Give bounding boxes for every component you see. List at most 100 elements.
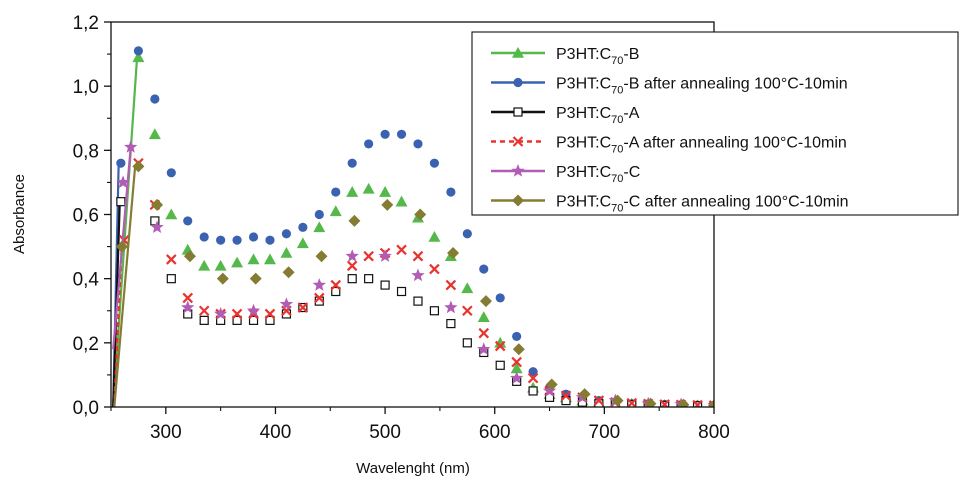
series-1-point <box>214 259 227 271</box>
series-5-point <box>181 300 195 314</box>
series-4-point <box>527 372 539 384</box>
x-axis-title: Wavelenght (nm) <box>356 460 470 477</box>
legend-label: P3HT:C70-A after annealing 100°C-10min <box>556 135 847 156</box>
legend-item-4: P3HT:C70-A after annealing 100°C-10min <box>491 135 847 156</box>
series-6-point <box>381 198 394 211</box>
series-2-point <box>265 235 275 245</box>
x-tick-label: 400 <box>260 422 292 443</box>
series-4-point <box>626 397 638 407</box>
series-1-point <box>296 237 309 249</box>
series-4-point <box>429 263 440 275</box>
series-1-point <box>280 247 293 258</box>
series-6-point <box>132 160 145 173</box>
series-1-point <box>165 208 178 220</box>
series-2-point <box>413 139 423 149</box>
series-6-point <box>708 399 714 407</box>
series-1-point <box>510 362 523 374</box>
series-1-point <box>132 51 145 63</box>
series-1-point <box>494 336 507 348</box>
series-6-point <box>611 394 624 407</box>
series-3-point <box>495 360 505 370</box>
series-4-point <box>198 305 210 317</box>
legend-item-5: P3HT:C70-C <box>491 164 640 185</box>
series-5-point <box>444 300 458 314</box>
series-5-point <box>279 297 294 310</box>
series-2-point <box>116 158 126 168</box>
series-5-point <box>116 175 130 189</box>
series-2-point <box>133 46 144 56</box>
y-tick-label: 1,2 <box>73 13 99 34</box>
series-5-point <box>213 306 228 320</box>
series-1-point <box>148 128 161 140</box>
series-4-point <box>412 250 424 262</box>
series-2-point <box>216 235 226 245</box>
series-1-point <box>346 186 359 197</box>
series-3-point <box>248 315 259 325</box>
y-axis-title: Absorbance <box>11 174 28 254</box>
legend-item-1: P3HT:C70-B <box>491 46 639 67</box>
series-3-point <box>116 197 126 207</box>
series-5-point <box>411 268 425 282</box>
legend-item-6: P3HT:C70-C after annealing 100°C-10min <box>491 194 849 215</box>
series-6-point <box>447 247 460 259</box>
series-1-point <box>477 311 490 322</box>
plot-marks <box>112 46 714 407</box>
legend-label: P3HT:C70-A <box>556 105 640 126</box>
tick-labels: 300 400 500 600 700 800 0,0 0,2 0,4 0,6 0,8 1,0 1,2 <box>73 13 730 443</box>
series-1-point <box>329 205 342 217</box>
series-4-point <box>396 244 407 256</box>
series-6-point <box>644 397 657 407</box>
series-4-point <box>166 254 177 265</box>
series-1-point <box>461 282 474 294</box>
series-3-point <box>396 286 407 297</box>
series-1-point <box>247 253 260 265</box>
legend-item-3: P3HT:C70-A <box>491 105 640 126</box>
legend-marker <box>511 164 525 177</box>
y-tick-label: 0,2 <box>73 334 99 355</box>
series-6-point <box>315 250 328 263</box>
series-2-point <box>150 94 160 104</box>
series-2-point <box>314 209 324 220</box>
series-3-point <box>462 338 472 348</box>
series-4-point <box>593 395 605 406</box>
series-2-point <box>248 232 259 242</box>
series-6-onset-line <box>113 166 137 407</box>
series-2-point <box>331 187 341 197</box>
legend-label: P3HT:C70-B after annealing 100°C-10min <box>556 76 848 97</box>
legend-marker <box>513 107 523 117</box>
series-5-point <box>150 220 164 233</box>
series-2-point <box>199 232 209 242</box>
series-6-point <box>282 266 295 279</box>
x-tick-label: 500 <box>369 422 401 443</box>
series-1-point <box>263 253 276 265</box>
series-5-point <box>124 140 138 153</box>
series-1-point <box>313 221 326 233</box>
legend-item-2: P3HT:C70-B after annealing 100°C-10min <box>491 76 848 97</box>
series-5-point <box>312 278 326 291</box>
series-6-point <box>545 378 558 391</box>
series-6-point <box>512 343 525 356</box>
series-1-point <box>231 256 244 268</box>
series-3-point <box>446 318 456 329</box>
series-2-point <box>281 229 292 239</box>
series-2-point <box>347 158 357 168</box>
series-1-point <box>395 195 408 207</box>
legend-box <box>471 31 959 216</box>
y-tick-label: 0,6 <box>73 206 99 227</box>
series-1-point <box>362 182 375 194</box>
x-tick-label: 300 <box>150 422 182 443</box>
series-3-point <box>331 286 341 297</box>
series-2-point <box>183 216 193 226</box>
series-3-point <box>166 274 176 284</box>
series-5-point <box>542 383 557 397</box>
series-2-point <box>528 367 538 377</box>
series-6-point <box>249 272 262 285</box>
x-tick-label: 700 <box>589 422 621 443</box>
series-2-point <box>166 168 176 178</box>
series-6-point <box>479 295 492 308</box>
series-4-point <box>445 279 457 291</box>
legend-marker <box>513 77 523 88</box>
series-2-point <box>429 158 440 168</box>
plot-area <box>112 46 714 407</box>
